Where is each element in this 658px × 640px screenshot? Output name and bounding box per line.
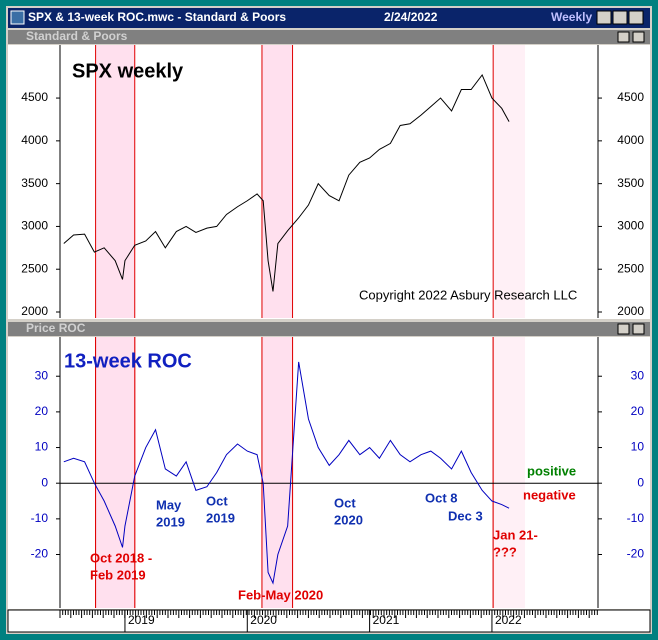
highlight-region	[261, 45, 293, 318]
annotation: positive	[527, 463, 576, 478]
y-tick-label: 10	[35, 440, 49, 454]
title-bar	[8, 8, 650, 28]
x-tick-label: 2019	[128, 613, 155, 627]
chart-title: 13-week ROC	[64, 350, 192, 372]
annotation: 2020	[334, 512, 363, 527]
y-tick-label: 2500	[21, 261, 48, 275]
y-tick-label: 4000	[617, 133, 644, 147]
annotation: 2019	[206, 510, 235, 525]
annotation: May	[156, 497, 182, 512]
y-tick-label: 4500	[617, 90, 644, 104]
panel-button[interactable]	[617, 31, 630, 43]
window-period: Weekly	[551, 10, 592, 24]
y-tick-label: 0	[637, 475, 644, 489]
window-title: SPX & 13-week ROC.mwc - Standard & Poors	[28, 10, 286, 24]
annotation: Oct	[334, 495, 356, 510]
window-date: 2/24/2022	[384, 10, 438, 24]
y-tick-label: 3500	[617, 176, 644, 190]
y-tick-label: 3000	[21, 219, 48, 233]
y-tick-label: 20	[35, 404, 49, 418]
annotation: Dec 3	[448, 508, 483, 523]
panel-button[interactable]	[632, 31, 645, 43]
minimize-button[interactable]	[596, 10, 612, 25]
annotation: negative	[523, 487, 576, 502]
annotation: Jan 21-	[493, 527, 538, 542]
y-tick-label: -20	[31, 547, 49, 561]
panel-title: Standard & Poors	[26, 29, 128, 43]
y-tick-label: 0	[41, 475, 48, 489]
annotation: Oct	[206, 493, 228, 508]
maximize-button[interactable]	[612, 10, 628, 25]
panel-title: Price ROC	[26, 321, 86, 335]
x-tick-label: 2022	[495, 613, 522, 627]
annotation: 2019	[156, 514, 185, 529]
close-button[interactable]	[628, 10, 644, 25]
annotation: Feb 2019	[90, 567, 146, 582]
x-tick-label: 2021	[373, 613, 400, 627]
y-tick-label: -20	[627, 547, 645, 561]
y-tick-label: 2000	[617, 304, 644, 318]
x-tick-label: 2020	[250, 613, 277, 627]
y-tick-label: 2000	[21, 304, 48, 318]
y-tick-label: 4500	[21, 90, 48, 104]
highlight-region	[261, 337, 293, 608]
panel-button[interactable]	[632, 323, 645, 335]
highlight-region	[95, 337, 135, 608]
y-tick-label: -10	[627, 511, 645, 525]
highlight-region	[95, 45, 135, 318]
highlight-region	[493, 45, 525, 318]
y-tick-label: 30	[35, 368, 49, 382]
data-line	[63, 361, 510, 585]
y-tick-label: 20	[631, 404, 645, 418]
y-tick-label: 3000	[617, 219, 644, 233]
y-tick-label: -10	[31, 511, 49, 525]
app-icon	[10, 10, 25, 25]
annotation: Oct 2018 -	[90, 550, 152, 565]
y-tick-label: 30	[631, 368, 645, 382]
y-tick-label: 10	[631, 440, 645, 454]
panel-header	[8, 322, 650, 336]
data-line	[63, 73, 510, 292]
annotation: Feb-May 2020	[238, 587, 323, 602]
panel-header	[8, 30, 650, 44]
annotation: ???	[493, 544, 517, 559]
panel-button[interactable]	[617, 323, 630, 335]
annotation: Oct 8	[425, 490, 458, 505]
chart-title: SPX weekly	[72, 60, 184, 82]
copyright: Copyright 2022 Asbury Research LLC	[359, 287, 577, 302]
y-tick-label: 4000	[21, 133, 48, 147]
y-tick-label: 3500	[21, 176, 48, 190]
highlight-region	[493, 337, 525, 608]
y-tick-label: 2500	[617, 261, 644, 275]
